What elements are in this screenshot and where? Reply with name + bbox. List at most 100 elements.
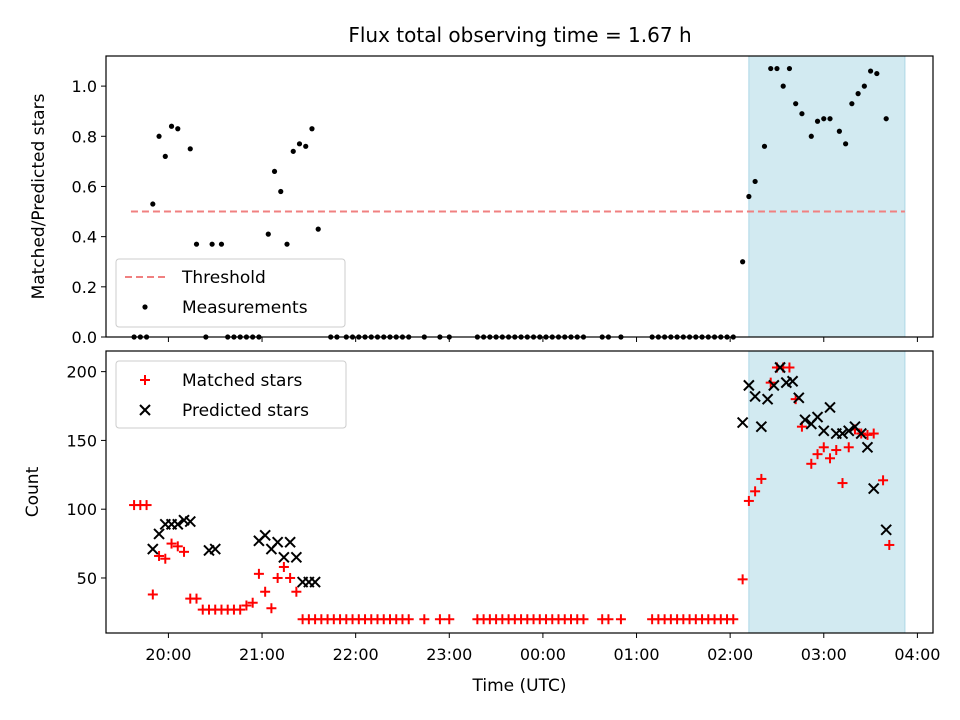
matched-star-point — [278, 561, 289, 572]
measurement-point — [209, 241, 215, 247]
matched-star-point — [862, 429, 873, 440]
matched-star-point — [403, 614, 414, 625]
matched-star-point — [737, 574, 748, 585]
predicted-star-point — [786, 375, 799, 387]
predicted-star-point — [153, 528, 165, 540]
predicted-star-point — [209, 543, 221, 555]
predicted-star-point — [824, 401, 836, 414]
predicted-star-point — [736, 416, 749, 429]
y-tick-label: 0.6 — [72, 177, 97, 196]
measurement-point — [290, 148, 296, 154]
legend-predicted-swatch — [139, 404, 151, 416]
measurement-point — [786, 65, 793, 72]
legend-threshold-label: Threshold — [181, 268, 266, 288]
top-x-ticks — [167, 337, 918, 342]
matched-star-point — [825, 453, 836, 464]
matched-star-point — [179, 546, 190, 557]
matched-star-point — [419, 614, 430, 625]
predicted-star-point — [749, 390, 761, 403]
measurement-point — [768, 65, 774, 72]
measurement-point — [793, 101, 799, 107]
predicted-star-point — [278, 551, 290, 564]
matched-star-point — [266, 603, 277, 614]
y-tick-label: 150 — [66, 431, 97, 450]
predicted-star-point — [768, 379, 780, 392]
predicted-star-point — [147, 543, 159, 555]
legend-x-marker — [139, 404, 151, 416]
measurement-point — [193, 241, 200, 247]
measurement-point — [752, 178, 758, 185]
matched-star-point — [191, 593, 202, 604]
x-tick-label: 21:00 — [239, 645, 285, 664]
legend-measurements-swatch — [142, 304, 148, 310]
legend-predicted-label: Predicted stars — [182, 401, 309, 421]
x-tick-label: 20:00 — [145, 645, 191, 664]
measurement-point — [814, 118, 821, 124]
bottom-x-ticks: 20:00 21:00 22:00 23:00 00:00 01:00 02:00 03:00… — [145, 633, 940, 664]
predicted-star-point — [861, 441, 874, 453]
matched-star-point — [260, 586, 271, 597]
bottom-y-ticks: 50 100 150 200 — [66, 363, 106, 588]
measurement-point — [278, 188, 284, 195]
predicted-star-point — [880, 524, 892, 536]
top-axes-frame — [105, 55, 934, 338]
x-tick-label: 04:00 — [894, 645, 940, 664]
measurement-point — [265, 231, 271, 237]
measurement-point — [284, 241, 290, 247]
y-tick-label: 200 — [66, 363, 97, 382]
matched-star-point — [235, 604, 246, 615]
measurement-point — [836, 128, 842, 134]
x-tick-label: 03:00 — [801, 645, 847, 664]
measurement-point — [821, 116, 827, 122]
measurement-point — [315, 226, 321, 232]
measurement-point — [187, 146, 193, 152]
matched-star-point — [843, 442, 854, 453]
legend-matched-label: Matched stars — [182, 371, 302, 391]
measurement-point — [874, 70, 880, 77]
matched-star-point — [837, 478, 848, 489]
x-tick-label: 01:00 — [613, 645, 659, 664]
measurement-point — [218, 241, 225, 247]
matched-star-point — [253, 568, 264, 579]
predicted-star-point — [259, 529, 271, 542]
predicted-star-point — [818, 425, 830, 437]
measurement-point — [175, 126, 181, 132]
matched-star-point — [141, 500, 152, 511]
matched-star-point — [756, 473, 767, 484]
x-tick-label: 23:00 — [426, 645, 472, 664]
measurement-point — [780, 83, 786, 89]
observing-window-span — [748, 350, 906, 634]
matched-star-point — [166, 538, 177, 549]
measurement-point — [799, 111, 805, 117]
predicted-star-point — [799, 414, 811, 426]
predicted-stars-points — [147, 361, 892, 588]
matched-star-point — [812, 449, 823, 460]
bottom-legend: Matched stars Predicted stars — [115, 360, 347, 429]
y-tick-label: 0.4 — [72, 228, 97, 247]
predicted-star-point — [843, 425, 855, 437]
predicted-star-point — [811, 411, 824, 423]
chart-title: Flux total observing time = 1.67 h — [348, 23, 691, 47]
top-y-ticks: 0.0 0.2 0.4 0.6 0.8 1.0 — [72, 77, 106, 347]
measurement-point — [309, 126, 315, 132]
matched-star-point — [291, 586, 302, 597]
measurement-point — [883, 116, 889, 122]
measurement-point — [740, 259, 746, 265]
legend-matched-swatch — [140, 375, 150, 385]
measurement-point — [843, 141, 849, 147]
measurement-point — [867, 68, 874, 74]
predicted-star-point — [855, 427, 867, 440]
matched-star-point — [615, 614, 626, 625]
measurement-point — [855, 91, 861, 97]
legend-measurements-label: Measurements — [182, 298, 308, 318]
matched-star-point — [444, 614, 455, 625]
predicted-star-point — [309, 576, 321, 588]
matched-star-point — [806, 458, 817, 469]
predicted-star-point — [172, 518, 184, 531]
matched-star-point — [831, 445, 842, 456]
x-tick-label: 22:00 — [333, 645, 379, 664]
top-y-axis-label: Matched/Predicted stars — [29, 93, 49, 299]
measurement-point — [774, 65, 780, 72]
measurement-point — [827, 116, 833, 122]
